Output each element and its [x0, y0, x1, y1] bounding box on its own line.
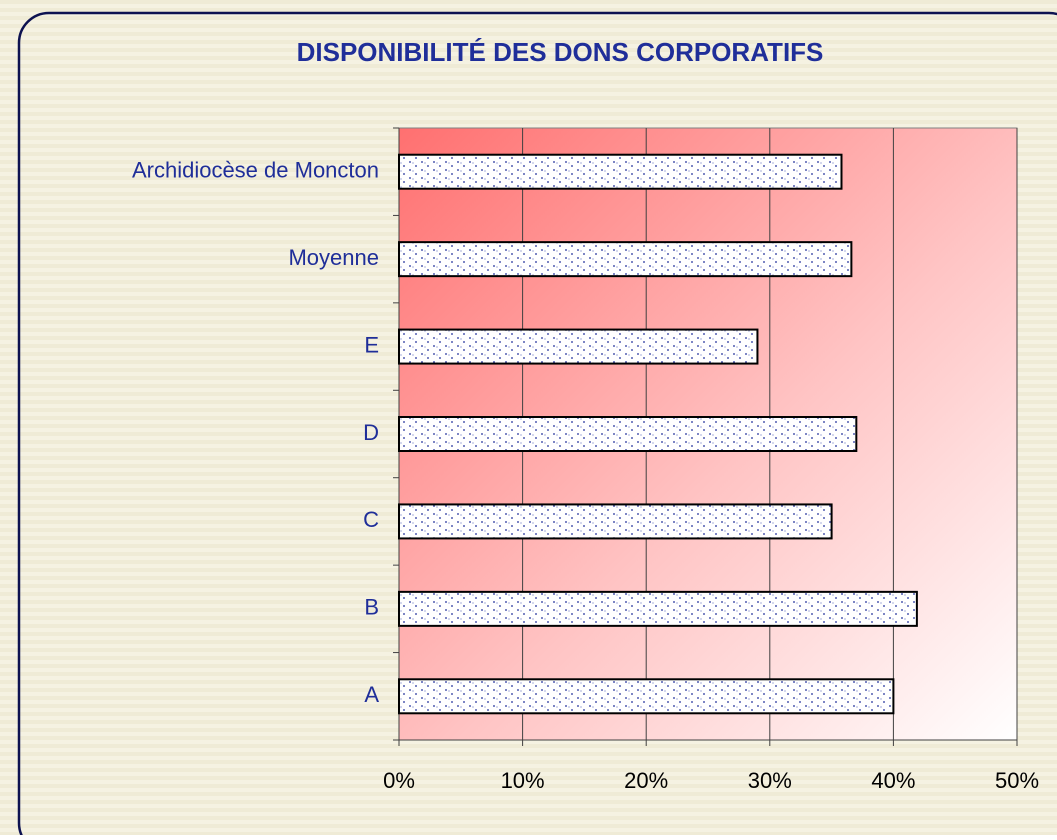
y-tick-label: Archidiocèse de Moncton — [132, 158, 379, 183]
y-tick-label: E — [364, 332, 379, 357]
x-tick-label: 20% — [624, 768, 668, 793]
bar — [398, 678, 895, 715]
bar — [398, 328, 759, 365]
x-tick-label: 0% — [383, 768, 415, 793]
chart-title: DISPONIBILITÉ DES DONS CORPORATIFS — [297, 37, 824, 67]
y-tick-label: C — [363, 507, 379, 532]
bar — [398, 241, 853, 278]
frame — [17, 11, 1057, 840]
bar — [398, 503, 833, 540]
x-tick-label: 10% — [501, 768, 545, 793]
x-tick-label: 30% — [748, 768, 792, 793]
bar — [398, 590, 918, 627]
y-tick-label: A — [364, 682, 379, 707]
y-tick-label: B — [364, 595, 379, 620]
x-tick-label: 40% — [871, 768, 915, 793]
bar — [398, 153, 843, 190]
y-tick-label: Moyenne — [288, 245, 379, 270]
y-tick-label: D — [363, 420, 379, 445]
x-tick-label: 50% — [995, 768, 1039, 793]
bar — [398, 416, 858, 452]
